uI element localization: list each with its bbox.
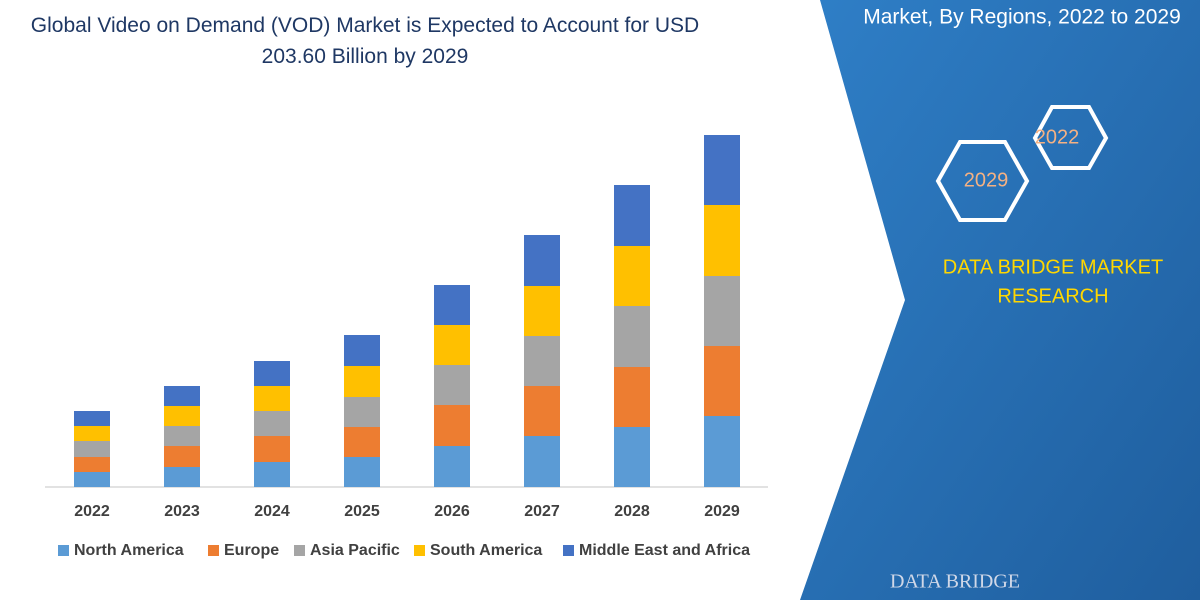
- panel-title: Market, By Regions, 2022 to 2029: [863, 6, 1181, 29]
- hexagon-label: 2022: [1035, 126, 1080, 148]
- bar-segment: [614, 427, 650, 487]
- bar-segment: [344, 457, 380, 487]
- legend-label: Middle East and Africa: [579, 542, 750, 559]
- bar-segment: [74, 441, 110, 457]
- bar-segment: [434, 365, 470, 405]
- chart-title: Global Video on Demand (VOD) Market is E…: [30, 14, 700, 68]
- bar-segment: [254, 462, 290, 487]
- bar-segment: [614, 246, 650, 306]
- bar-segment: [74, 411, 110, 426]
- legend-label: North America: [74, 542, 184, 559]
- legend-swatch: [414, 545, 425, 556]
- x-tick-label: 2026: [434, 503, 470, 520]
- bar-segment: [254, 411, 290, 436]
- bar-segment: [524, 386, 560, 436]
- bar-segment: [704, 135, 740, 205]
- hexagon: [935, 140, 1030, 222]
- bar-segment: [524, 436, 560, 487]
- bar-segment: [254, 436, 290, 462]
- bar-segment: [524, 336, 560, 386]
- legend-swatch: [208, 545, 219, 556]
- x-tick-label: 2029: [704, 503, 740, 520]
- bar-segment: [164, 426, 200, 446]
- bar-segment: [524, 286, 560, 336]
- x-tick-label: 2025: [344, 503, 380, 520]
- bar-segment: [614, 185, 650, 246]
- bar-segment: [344, 427, 380, 457]
- bar-segment: [434, 285, 470, 325]
- bar-segment: [704, 276, 740, 346]
- brand-line: DATA BRIDGE MARKET: [943, 256, 1163, 278]
- legend-label: South America: [430, 542, 542, 559]
- bar-segment: [74, 472, 110, 487]
- bar-segment: [74, 457, 110, 472]
- bar-segment: [704, 416, 740, 487]
- legend-swatch: [294, 545, 305, 556]
- logo: DATA BRIDGE: [890, 571, 1020, 593]
- bar-segment: [74, 426, 110, 441]
- bar-segment: [344, 397, 380, 427]
- hexagon: [1032, 105, 1109, 170]
- bar-segment: [164, 446, 200, 467]
- bar-segment: [344, 335, 380, 366]
- bar-segment: [254, 386, 290, 411]
- legend-label: Asia Pacific: [310, 542, 400, 559]
- bar-segment: [434, 446, 470, 487]
- bar-segment: [434, 405, 470, 446]
- legend-swatch: [563, 545, 574, 556]
- bar-segment: [704, 346, 740, 416]
- x-tick-label: 2024: [254, 503, 290, 520]
- brand-line: RESEARCH: [997, 285, 1108, 307]
- bar-segment: [614, 367, 650, 427]
- bar-segment: [434, 325, 470, 365]
- bar-segment: [614, 306, 650, 367]
- legend-swatch: [58, 545, 69, 556]
- hexagon-label: 2029: [964, 169, 1009, 191]
- bar-segment: [344, 366, 380, 397]
- bar-segment: [254, 361, 290, 386]
- bar-segment: [164, 467, 200, 487]
- x-tick-label: 2027: [524, 503, 560, 520]
- x-tick-label: 2028: [614, 503, 650, 520]
- x-tick-label: 2022: [74, 503, 110, 520]
- bar-segment: [164, 386, 200, 406]
- x-tick-label: 2023: [164, 503, 200, 520]
- bar-segment: [524, 235, 560, 286]
- legend-label: Europe: [224, 542, 279, 559]
- bar-segment: [164, 406, 200, 426]
- bar-segment: [704, 205, 740, 276]
